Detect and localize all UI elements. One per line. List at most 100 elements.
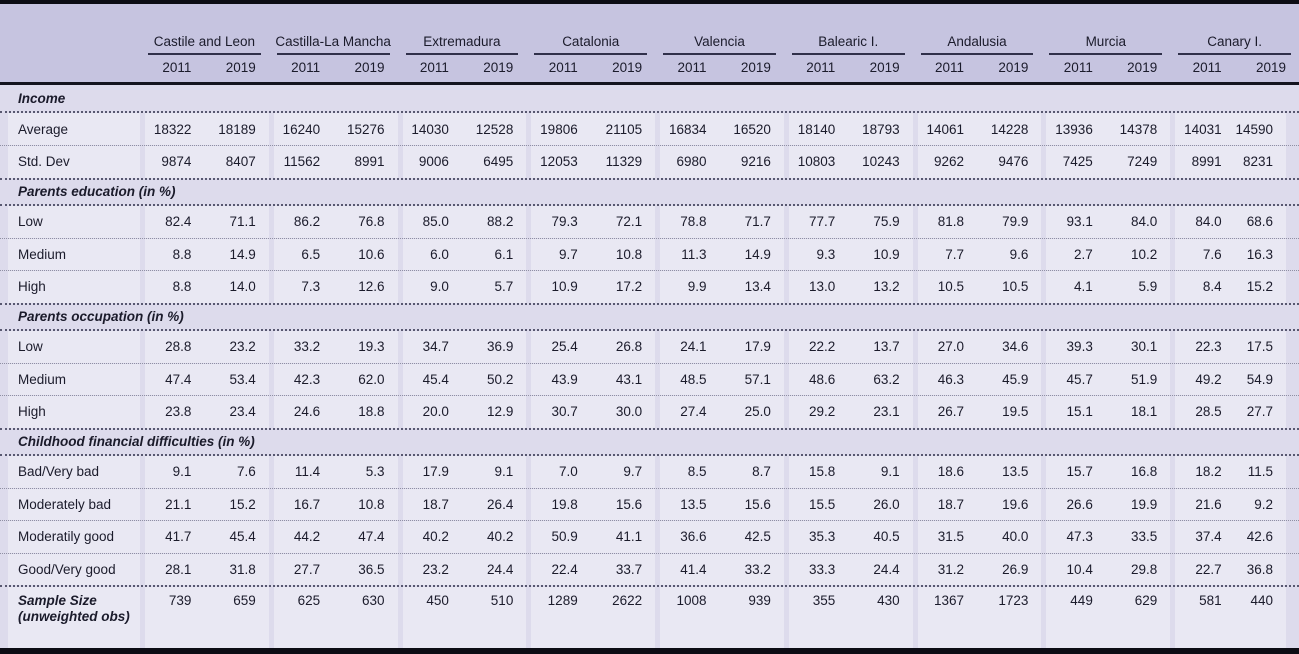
table-row: Good/Very good 28.1 31.8 27.7 36.5 23.2 24.4 22…	[0, 552, 1299, 585]
region-name: Extremadura	[423, 34, 501, 49]
value-cell: 18.2	[1170, 455, 1235, 488]
value-cell: 7.7	[912, 238, 978, 271]
value-cell: 8231	[1234, 146, 1299, 178]
region-name: Valencia	[694, 34, 745, 49]
table-row: Std. Dev 9874 8407 11562 8991 9006 6495 12053 11…	[0, 145, 1299, 178]
value-cell: 33.5	[1105, 521, 1171, 553]
value-cell: 71.7	[719, 205, 784, 238]
value-cell: 6.0	[397, 238, 462, 271]
value-cell: 27.7	[268, 553, 334, 585]
value-cell: 9262	[912, 146, 978, 178]
value-cell: 42.6	[1234, 521, 1299, 553]
region-underline	[148, 53, 261, 55]
value-cell: 14.0	[204, 271, 269, 303]
value-cell: 11.3	[655, 238, 720, 271]
value-cell: 47.3	[1041, 521, 1106, 553]
value-cell: 10.5	[912, 271, 978, 303]
value-cell: 34.6	[977, 330, 1042, 363]
region-name: Castile and Leon	[153, 34, 256, 49]
value-cell: 23.1	[848, 396, 913, 428]
value-cell: 7.6	[1170, 238, 1235, 271]
table-body: Income Average 18322 18189 16240 15276 14030 12…	[0, 85, 1299, 648]
region-underline	[663, 53, 776, 55]
value-cell: 14.9	[204, 238, 269, 271]
value-cell: 15.7	[1041, 455, 1106, 488]
value-cell: 44.2	[268, 521, 334, 553]
value-cell: 440	[1234, 586, 1299, 648]
value-cell: 18322	[140, 113, 205, 146]
year-label: 2011	[1192, 60, 1222, 75]
region-group: Catalonia 2011 2019	[526, 4, 655, 82]
value-cell: 11.5	[1234, 455, 1299, 488]
value-cell: 11562	[268, 146, 334, 178]
value-cell: 84.0	[1170, 205, 1235, 238]
year-label: 2019	[1127, 60, 1158, 75]
value-cell: 9476	[977, 146, 1042, 178]
value-cell: 18140	[783, 113, 849, 146]
region-name: Andalusia	[947, 34, 1007, 49]
value-cell: 22.2	[783, 330, 849, 363]
value-cell: 18.6	[912, 455, 978, 488]
value-cell: 939	[719, 586, 784, 648]
value-cell: 739	[140, 586, 205, 648]
value-cell: 41.4	[655, 553, 720, 585]
row-label: Low	[0, 205, 140, 238]
value-cell: 7.6	[204, 455, 269, 488]
value-cell: 18.7	[397, 488, 462, 521]
region-underline	[1178, 53, 1291, 55]
value-cell: 28.8	[140, 330, 205, 363]
value-cell: 13.7	[848, 330, 913, 363]
value-cell: 16.8	[1105, 455, 1171, 488]
table-row: Bad/Very bad 9.1 7.6 11.4 5.3 17.9 9.1 7.0 9.7 8.…	[0, 455, 1299, 488]
table-bottom-rule	[0, 648, 1299, 654]
section-row: Parents occupation (in %)	[0, 302, 1299, 331]
year-label: 2011	[162, 60, 192, 75]
value-cell: 42.5	[719, 521, 784, 553]
value-cell: 14.9	[719, 238, 784, 271]
year-label: 2019	[612, 60, 643, 75]
value-cell: 79.3	[526, 205, 591, 238]
value-cell: 9874	[140, 146, 205, 178]
year-row: 2011 2019	[655, 55, 784, 82]
value-cell: 8991	[1170, 146, 1235, 178]
region-group: Balearic I. 2011 2019	[784, 4, 913, 82]
value-cell: 11.4	[268, 455, 334, 488]
value-cell: 9.1	[848, 455, 913, 488]
value-cell: 15.6	[719, 488, 784, 521]
value-cell: 23.2	[397, 553, 462, 585]
value-cell: 48.5	[655, 363, 720, 396]
value-cell: 659	[204, 586, 269, 648]
value-cell: 13936	[1041, 113, 1106, 146]
value-cell: 45.4	[397, 363, 462, 396]
value-cell: 50.9	[526, 521, 591, 553]
value-cell: 18.1	[1105, 396, 1171, 428]
value-cell: 28.5	[1170, 396, 1235, 428]
year-label: 2011	[291, 60, 321, 75]
value-cell: 40.0	[977, 521, 1042, 553]
value-cell: 36.5	[333, 553, 398, 585]
value-cell: 14590	[1234, 113, 1299, 146]
value-cell: 24.4	[461, 553, 527, 585]
value-cell: 41.7	[140, 521, 205, 553]
value-cell: 26.6	[1041, 488, 1106, 521]
year-row: 2011 2019	[913, 55, 1042, 82]
table-row: High 23.8 23.4 24.6 18.8 20.0 12.9 30.7 30.0 27.4…	[0, 395, 1299, 428]
value-cell: 18.7	[912, 488, 978, 521]
value-cell: 18.8	[333, 396, 398, 428]
value-cell: 19.6	[977, 488, 1042, 521]
row-label: Good/Very good	[0, 553, 140, 585]
table-header: Castile and Leon 2011 2019 Castilla-La Manc…	[0, 4, 1299, 82]
value-cell: 8.8	[140, 238, 205, 271]
value-cell: 53.4	[204, 363, 269, 396]
value-cell: 51.9	[1105, 363, 1171, 396]
value-cell: 19.3	[333, 330, 398, 363]
value-cell: 43.1	[590, 363, 656, 396]
value-cell: 76.8	[333, 205, 398, 238]
year-label: 2019	[1255, 60, 1286, 75]
region-name: Balearic I.	[818, 34, 879, 49]
value-cell: 33.2	[268, 330, 334, 363]
value-cell: 630	[333, 586, 398, 648]
value-cell: 625	[268, 586, 334, 648]
section-row: Income	[0, 85, 1299, 113]
value-cell: 17.9	[719, 330, 784, 363]
